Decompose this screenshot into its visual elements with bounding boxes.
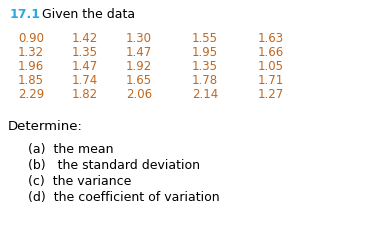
Text: 1.47: 1.47	[72, 60, 98, 73]
Text: (a)  the mean: (a) the mean	[28, 143, 113, 156]
Text: 1.71: 1.71	[258, 74, 284, 87]
Text: 1.92: 1.92	[126, 60, 152, 73]
Text: 1.35: 1.35	[72, 46, 98, 59]
Text: 1.95: 1.95	[192, 46, 218, 59]
Text: 1.30: 1.30	[126, 32, 152, 45]
Text: 1.63: 1.63	[258, 32, 284, 45]
Text: 17.1: 17.1	[10, 8, 41, 21]
Text: 1.35: 1.35	[192, 60, 218, 73]
Text: 2.06: 2.06	[126, 88, 152, 101]
Text: 1.32: 1.32	[18, 46, 44, 59]
Text: Determine:: Determine:	[8, 120, 83, 133]
Text: 0.90: 0.90	[18, 32, 44, 45]
Text: 1.82: 1.82	[72, 88, 98, 101]
Text: 1.65: 1.65	[126, 74, 152, 87]
Text: 1.66: 1.66	[258, 46, 284, 59]
Text: (d)  the coefficient of variation: (d) the coefficient of variation	[28, 191, 220, 204]
Text: Given the data: Given the data	[34, 8, 135, 21]
Text: 1.42: 1.42	[72, 32, 98, 45]
Text: 2.29: 2.29	[18, 88, 44, 101]
Text: 1.55: 1.55	[192, 32, 218, 45]
Text: 1.27: 1.27	[258, 88, 284, 101]
Text: 1.78: 1.78	[192, 74, 218, 87]
Text: 1.47: 1.47	[126, 46, 152, 59]
Text: 1.74: 1.74	[72, 74, 98, 87]
Text: (b)   the standard deviation: (b) the standard deviation	[28, 159, 200, 172]
Text: 1.96: 1.96	[18, 60, 44, 73]
Text: 2.14: 2.14	[192, 88, 218, 101]
Text: (c)  the variance: (c) the variance	[28, 175, 132, 188]
Text: 1.85: 1.85	[18, 74, 44, 87]
Text: 1.05: 1.05	[258, 60, 284, 73]
